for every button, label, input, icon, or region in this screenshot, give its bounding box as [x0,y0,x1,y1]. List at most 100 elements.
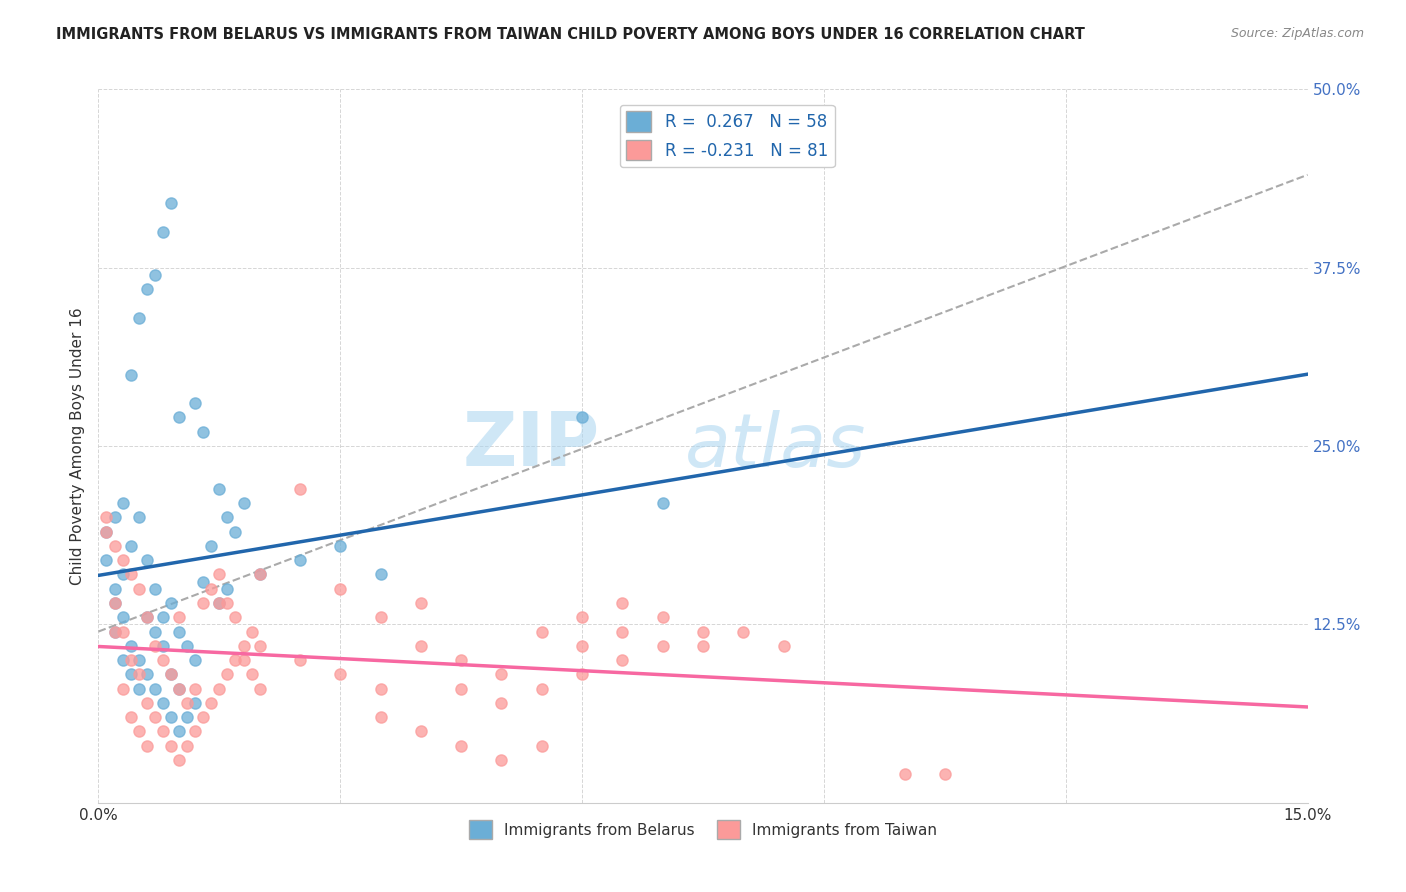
Point [208,482,231,496]
Point [167,681,190,696]
Point [120,653,142,667]
Point [934,767,956,781]
Point [184,724,207,739]
Point [217,510,239,524]
Point [370,710,392,724]
Point [692,624,714,639]
Point [103,624,125,639]
Point [120,567,142,582]
Point [135,696,157,710]
Point [240,667,263,681]
Point [217,596,239,610]
Point [370,610,392,624]
Point [120,667,142,681]
Point [249,639,271,653]
Point [143,624,166,639]
Text: atlas: atlas [685,410,866,482]
Point [450,681,472,696]
Point [135,553,157,567]
Point [571,639,593,653]
Point [571,410,593,425]
Text: IMMIGRANTS FROM BELARUS VS IMMIGRANTS FROM TAIWAN CHILD POVERTY AMONG BOYS UNDER: IMMIGRANTS FROM BELARUS VS IMMIGRANTS FR… [56,27,1085,42]
Point [143,268,166,282]
Point [208,596,231,610]
Point [370,681,392,696]
Point [329,667,352,681]
Point [612,653,634,667]
Point [329,582,352,596]
Point [200,539,222,553]
Point [249,567,271,582]
Point [128,667,150,681]
Point [135,667,157,681]
Point [160,667,183,681]
Point [152,610,174,624]
Point [288,553,311,567]
Point [530,739,553,753]
Point [143,582,166,596]
Point [200,696,222,710]
Point [184,681,207,696]
Point [733,624,755,639]
Point [128,510,150,524]
Point [167,624,190,639]
Point [143,639,166,653]
Point [193,596,215,610]
Point [103,596,125,610]
Point [111,610,134,624]
Y-axis label: Child Poverty Among Boys Under 16: Child Poverty Among Boys Under 16 [69,307,84,585]
Point [193,425,215,439]
Text: ZIP: ZIP [463,409,600,483]
Point [167,410,190,425]
Point [772,639,794,653]
Point [120,539,142,553]
Point [224,610,246,624]
Point [167,681,190,696]
Point [329,539,352,553]
Point [692,639,714,653]
Point [288,653,311,667]
Point [152,724,174,739]
Point [370,567,392,582]
Point [208,567,231,582]
Point [249,681,271,696]
Point [128,653,150,667]
Point [208,681,231,696]
Point [143,681,166,696]
Point [152,225,174,239]
Point [184,396,207,410]
Point [651,610,673,624]
Point [176,696,198,710]
Point [135,610,157,624]
Point [103,510,125,524]
Point [571,667,593,681]
Point [128,582,150,596]
Point [111,496,134,510]
Point [184,653,207,667]
Point [232,653,254,667]
Point [208,596,231,610]
Point [152,696,174,710]
Point [160,710,183,724]
Point [409,596,432,610]
Point [249,567,271,582]
Point [152,653,174,667]
Point [176,739,198,753]
Point [120,368,142,382]
Point [450,739,472,753]
Point [128,681,150,696]
Point [167,724,190,739]
Point [167,610,190,624]
Point [167,753,190,767]
Point [96,524,118,539]
Point [491,753,513,767]
Point [103,582,125,596]
Point [651,639,673,653]
Point [409,724,432,739]
Point [160,196,183,211]
Point [217,582,239,596]
Point [120,710,142,724]
Point [232,496,254,510]
Point [96,510,118,524]
Point [224,524,246,539]
